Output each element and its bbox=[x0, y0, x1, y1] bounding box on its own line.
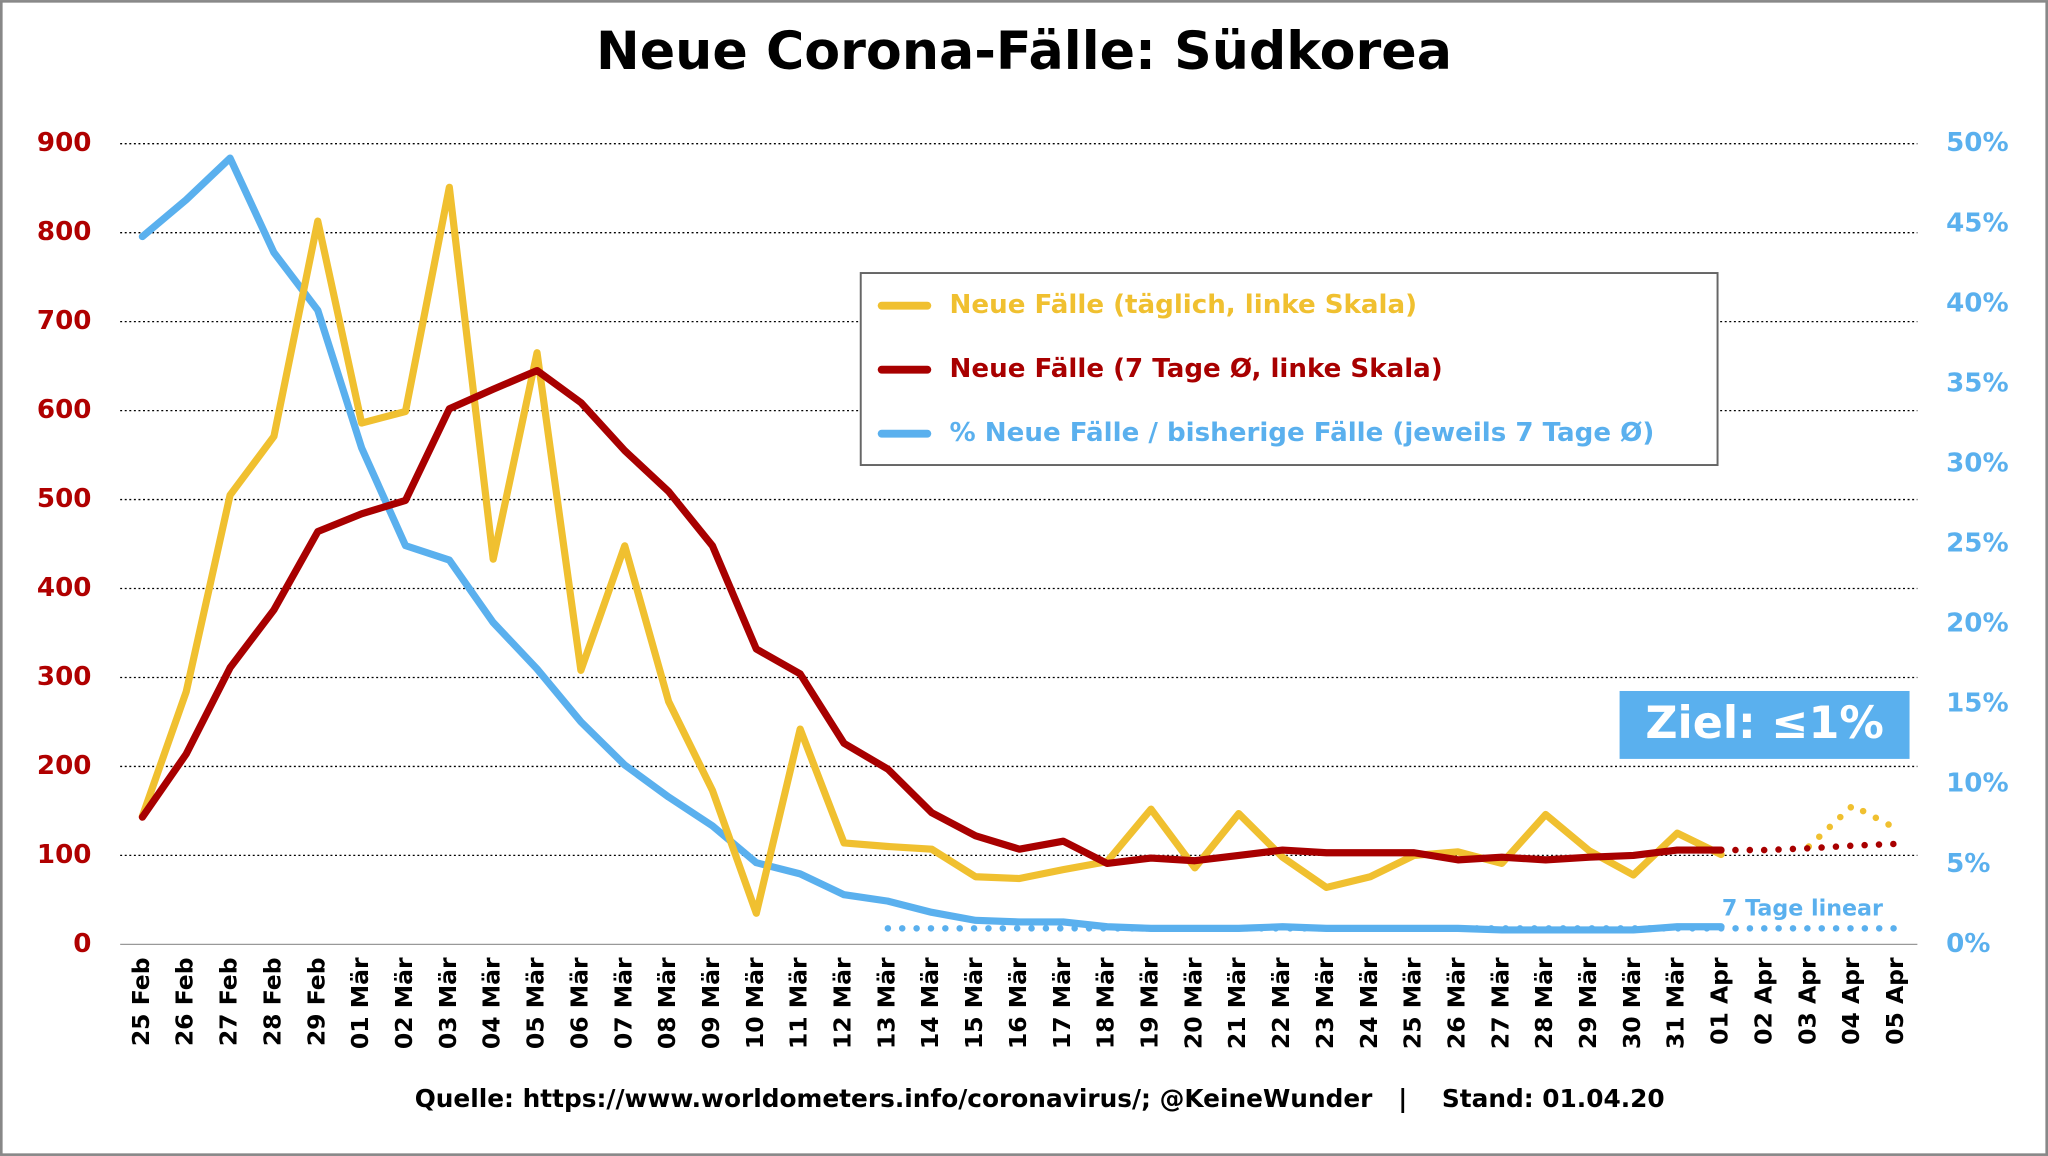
annotation: Ziel: ≤1% bbox=[1645, 698, 1884, 749]
legend-label: Neue Fälle (7 Tage Ø, linke Skala) bbox=[950, 354, 1443, 384]
y2-tick-label: 40% bbox=[1946, 288, 2009, 318]
x-tick-label: 14 Mär bbox=[916, 957, 944, 1049]
x-tick-label: 16 Mär bbox=[1004, 957, 1032, 1049]
x-tick-label: 24 Mär bbox=[1355, 957, 1383, 1049]
x-tick-label: 29 Mär bbox=[1574, 957, 1602, 1049]
y2-tick-label: 35% bbox=[1946, 368, 2009, 398]
x-tick-label: 12 Mär bbox=[829, 957, 857, 1049]
y-tick-label: 800 bbox=[37, 217, 92, 247]
y2-tick-label: 15% bbox=[1946, 689, 2009, 719]
annotation: 7 Tage linear bbox=[1722, 896, 1883, 922]
legend bbox=[859, 272, 1719, 466]
y-tick-label: 900 bbox=[37, 128, 92, 158]
footer: Quelle: https://www.worldometers.info/co… bbox=[415, 1084, 1665, 1113]
x-tick-label: 10 Mär bbox=[741, 957, 769, 1049]
x-tick-label: 01 Mär bbox=[346, 957, 374, 1049]
y2-tick-label: 20% bbox=[1946, 609, 2009, 639]
x-tick-label: 13 Mär bbox=[872, 957, 900, 1049]
x-tick-label: 31 Mär bbox=[1662, 957, 1690, 1049]
x-tick-label: 02 Apr bbox=[1749, 957, 1777, 1045]
series-line bbox=[138, 154, 1725, 934]
y2-tick-label: 50% bbox=[1946, 128, 2009, 158]
x-tick-label: 26 Feb bbox=[171, 957, 199, 1046]
y-tick-label: 100 bbox=[37, 840, 92, 870]
y2-tick-label: 45% bbox=[1946, 208, 2009, 238]
x-tick-label: 25 Mär bbox=[1399, 957, 1427, 1049]
y2-tick-label: 30% bbox=[1946, 448, 2009, 478]
x-tick-label: 18 Mär bbox=[1092, 957, 1120, 1049]
trend-line bbox=[1805, 802, 1900, 850]
x-tick-label: 05 Mär bbox=[522, 957, 550, 1049]
y2-tick-label: 0% bbox=[1946, 929, 1990, 959]
x-tick-label: 03 Mär bbox=[434, 957, 462, 1049]
series-line bbox=[138, 183, 1725, 917]
x-tick-label: 06 Mär bbox=[565, 957, 593, 1049]
x-tick-label: 03 Apr bbox=[1793, 957, 1821, 1045]
y-tick-label: 700 bbox=[37, 306, 92, 336]
x-tick-label: 05 Apr bbox=[1881, 957, 1909, 1045]
x-tick-label: 22 Mär bbox=[1267, 957, 1295, 1049]
y2-tick-label: 5% bbox=[1946, 849, 1990, 879]
x-tick-label: 30 Mär bbox=[1618, 957, 1646, 1049]
target-box bbox=[1619, 690, 1910, 759]
x-tick-label: 26 Mär bbox=[1442, 957, 1470, 1049]
y-tick-label: 400 bbox=[37, 573, 92, 603]
x-tick-label: 25 Feb bbox=[127, 957, 155, 1046]
x-tick-label: 21 Mär bbox=[1223, 957, 1251, 1049]
x-tick-label: 02 Mär bbox=[390, 957, 418, 1049]
legend-label: Neue Fälle (täglich, linke Skala) bbox=[950, 290, 1418, 320]
x-tick-label: 15 Mär bbox=[960, 957, 988, 1049]
x-tick-label: 04 Mär bbox=[478, 957, 506, 1049]
x-tick-label: 20 Mär bbox=[1179, 957, 1207, 1049]
x-tick-label: 28 Mär bbox=[1530, 957, 1558, 1049]
chart-title: Neue Corona-Fälle: Südkorea bbox=[596, 22, 1452, 82]
x-tick-label: 07 Mär bbox=[609, 957, 637, 1049]
x-tick-label: 01 Apr bbox=[1706, 957, 1734, 1045]
x-tick-label: 09 Mär bbox=[697, 957, 725, 1049]
x-tick-label: 11 Mär bbox=[785, 957, 813, 1049]
x-tick-label: 17 Mär bbox=[1048, 957, 1076, 1049]
x-tick-label: 27 Mär bbox=[1486, 957, 1514, 1049]
y-tick-label: 500 bbox=[37, 484, 92, 514]
legend-label: % Neue Fälle / bisherige Fälle (jeweils … bbox=[950, 418, 1655, 448]
y-tick-label: 300 bbox=[37, 662, 92, 692]
y-tick-label: 600 bbox=[37, 395, 92, 425]
y-tick-label: 200 bbox=[37, 751, 92, 781]
x-tick-label: 08 Mär bbox=[653, 957, 681, 1049]
y-tick-label: 0 bbox=[73, 929, 91, 959]
x-tick-label: 28 Feb bbox=[258, 957, 286, 1046]
trend-line bbox=[1717, 840, 1900, 854]
x-tick-label: 19 Mär bbox=[1135, 957, 1163, 1049]
x-tick-label: 04 Apr bbox=[1837, 957, 1865, 1045]
series-line bbox=[138, 366, 1725, 868]
x-tick-label: 23 Mär bbox=[1311, 957, 1339, 1049]
x-tick-label: 27 Feb bbox=[215, 957, 243, 1046]
x-tick-label: 29 Feb bbox=[302, 957, 330, 1046]
y2-tick-label: 10% bbox=[1946, 769, 2009, 799]
y2-tick-label: 25% bbox=[1946, 529, 2009, 559]
plot bbox=[120, 143, 1918, 946]
